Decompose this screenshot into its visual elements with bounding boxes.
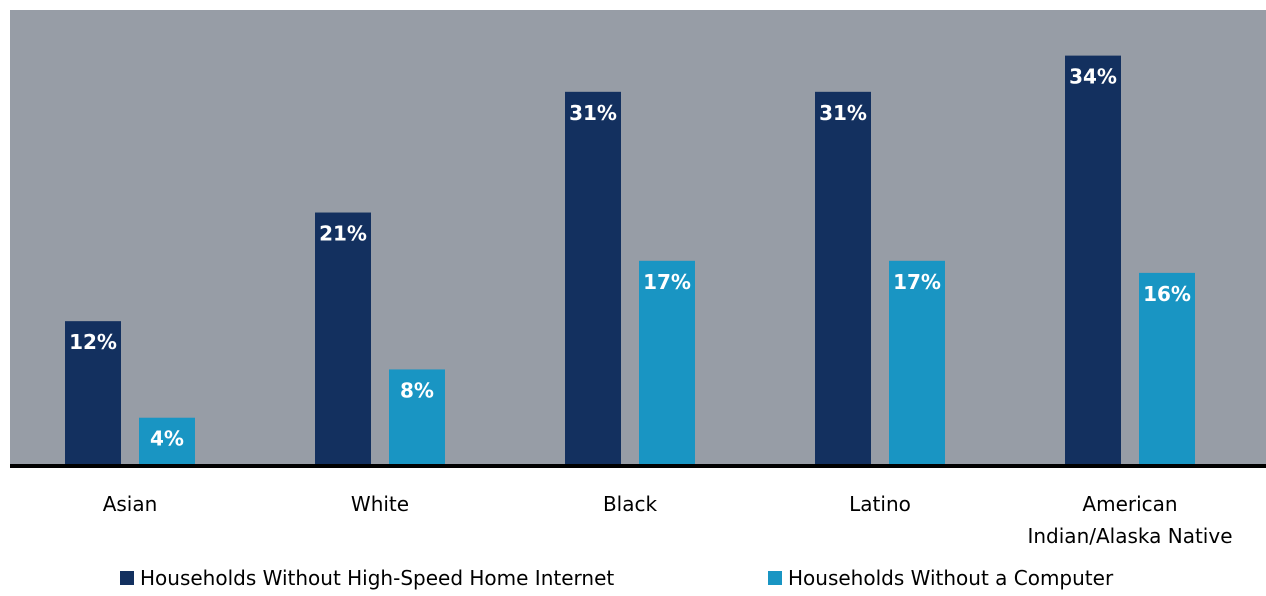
bar-value-label-asian-series-1: 12% [69,330,117,354]
bar-value-label-latino-series-2: 17% [893,270,941,294]
bar-value-label-black-series-2: 17% [643,270,691,294]
bar-value-label-american-indian-alaska-native-series-1: 34% [1069,65,1117,89]
legend-swatch-computer [768,571,782,585]
bar-value-labels: 12% 4% 21% 8% 31% 17% 31% 17% 34% 16% [69,65,1191,451]
bar-white-series-2 [389,369,445,466]
legend-swatch-internet [120,571,134,585]
category-label-asian: Asian [103,492,158,516]
bar-latino-series-1 [815,91,871,466]
category-label-white: White [351,492,409,516]
category-label-latino: Latino [849,492,911,516]
bar-value-label-white-series-1: 21% [319,222,367,246]
legend-label-computer: Households Without a Computer [788,566,1114,590]
bar-latino-series-2 [889,260,945,466]
bar-asian-series-1 [65,321,121,466]
legend-item-computer: Households Without a Computer [768,566,1113,590]
bar-value-label-white-series-2: 8% [400,378,434,402]
plot-background [10,10,1266,466]
legend: Households Without High-Speed Home Inter… [0,566,1266,596]
category-label-american-indian-alaska-native-line-2: Indian/Alaska Native [1027,524,1232,548]
bar-black-series-2 [639,260,695,466]
bar-value-label-black-series-1: 31% [569,101,617,125]
legend-item-internet: Households Without High-Speed Home Inter… [120,566,614,590]
bar-american-indian-alaska-native-series-2 [1139,272,1195,466]
chart: 12% 4% 21% 8% 31% 17% 31% 17% 34% 16% Asian White B… [10,10,1266,548]
category-label-american-indian-alaska-native-line-1: American [1082,492,1177,516]
bars [65,55,1195,467]
category-labels: Asian White Black Latino American Indian/Alas… [103,492,1233,548]
category-label-black: Black [603,492,658,516]
bar-white-series-1 [315,212,371,466]
legend-label-internet: Households Without High-Speed Home Inter… [140,566,615,590]
bar-black-series-1 [565,91,621,466]
bar-american-indian-alaska-native-series-1 [1065,55,1121,467]
bar-value-label-american-indian-alaska-native-series-2: 16% [1143,282,1191,306]
bar-value-label-asian-series-2: 4% [150,427,184,451]
bar-asian-series-2 [139,417,195,466]
bar-value-label-latino-series-1: 31% [819,101,867,125]
